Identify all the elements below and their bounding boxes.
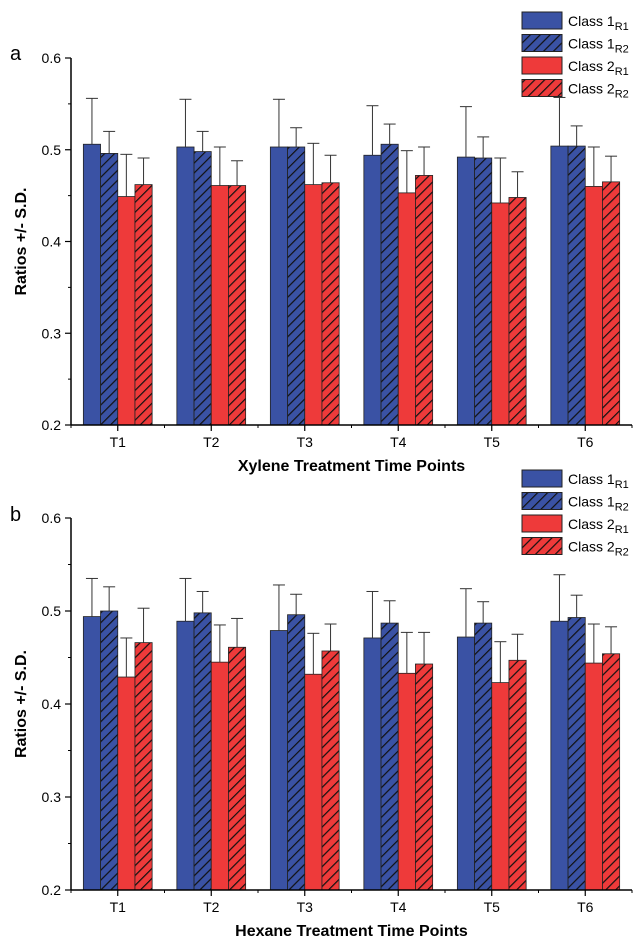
bar bbox=[176, 620, 195, 891]
y-tick-label: 0.3 bbox=[42, 789, 62, 805]
bar bbox=[550, 620, 569, 891]
legend-swatch bbox=[521, 537, 563, 555]
y-axis-label: Ratios +/- S.D. bbox=[13, 187, 30, 295]
x-tick-label: T4 bbox=[390, 434, 407, 450]
bar bbox=[456, 156, 475, 426]
bar bbox=[304, 184, 323, 426]
bar bbox=[100, 610, 119, 891]
bar bbox=[287, 614, 306, 891]
legend-swatch bbox=[521, 11, 563, 30]
legend-swatch bbox=[521, 514, 563, 533]
bar bbox=[210, 185, 229, 426]
bar bbox=[193, 151, 212, 426]
y-tick-label: 0.6 bbox=[42, 50, 62, 66]
bar bbox=[508, 197, 527, 426]
legend-label: Class 1R1 bbox=[568, 471, 629, 491]
bar bbox=[415, 175, 434, 426]
bar bbox=[117, 676, 136, 891]
x-tick-label: T4 bbox=[390, 899, 407, 915]
bar bbox=[228, 185, 247, 426]
bar bbox=[491, 682, 510, 891]
y-tick-label: 0.2 bbox=[42, 417, 62, 433]
legend-swatch bbox=[521, 469, 563, 488]
x-tick-label: T2 bbox=[203, 899, 220, 915]
panel-label: b bbox=[10, 504, 21, 526]
legend-label: Class 1R2 bbox=[568, 36, 629, 56]
panel-label: a bbox=[10, 43, 22, 65]
bar bbox=[474, 622, 493, 891]
bar bbox=[363, 637, 382, 891]
bar bbox=[134, 642, 153, 891]
bar bbox=[456, 636, 475, 891]
bar bbox=[134, 184, 153, 426]
bar bbox=[117, 196, 136, 426]
bar bbox=[228, 646, 247, 891]
bar bbox=[567, 617, 586, 891]
bar bbox=[397, 672, 416, 891]
chart-panel-b: b 0.2 0.3 0.4 0.5 0.6 T1 T2 T3 T4 T5 T6 Hexane Treat… bbox=[10, 469, 633, 940]
legend-swatch bbox=[521, 79, 563, 97]
y-tick-label: 0.6 bbox=[42, 510, 62, 526]
y-tick-label: 0.3 bbox=[42, 325, 62, 341]
legend-swatch bbox=[521, 34, 563, 52]
legend-label: Class 2R1 bbox=[568, 58, 629, 78]
bar bbox=[380, 143, 399, 426]
chart-panel-a: a 0.2 0.3 0.4 0.5 0.6 T1 T2 T3 T4 T5 T6 Xylene Treat… bbox=[10, 11, 633, 475]
bar bbox=[508, 659, 527, 891]
bar bbox=[474, 157, 493, 426]
bar bbox=[397, 192, 416, 426]
bar bbox=[567, 145, 586, 426]
x-tick-label: T5 bbox=[484, 899, 501, 915]
bar bbox=[363, 154, 382, 426]
bar bbox=[380, 622, 399, 891]
legend-swatch bbox=[521, 492, 563, 510]
x-tick-label: T1 bbox=[110, 434, 127, 450]
bar bbox=[82, 616, 101, 891]
bar bbox=[210, 661, 229, 891]
x-tick-label: T6 bbox=[577, 434, 594, 450]
x-axis-label: Hexane Treatment Time Points bbox=[235, 923, 468, 940]
bar bbox=[321, 650, 340, 891]
bar bbox=[491, 202, 510, 426]
x-tick-label: T1 bbox=[110, 899, 127, 915]
legend-label: Class 1R1 bbox=[568, 13, 629, 33]
bar bbox=[415, 663, 434, 891]
legend-swatch bbox=[521, 56, 563, 75]
legend-label: Class 2R1 bbox=[568, 516, 629, 536]
bar bbox=[304, 673, 323, 891]
legend-label: Class 1R2 bbox=[568, 494, 629, 514]
legend-label: Class 2R2 bbox=[568, 539, 629, 559]
x-tick-label: T2 bbox=[203, 434, 220, 450]
bar bbox=[193, 612, 212, 891]
bar bbox=[82, 143, 101, 426]
x-tick-label: T5 bbox=[484, 434, 501, 450]
y-tick-label: 0.5 bbox=[42, 142, 62, 158]
bar bbox=[176, 146, 195, 426]
y-axis-label: Ratios +/- S.D. bbox=[13, 650, 30, 758]
y-tick-label: 0.4 bbox=[42, 234, 62, 250]
y-tick-label: 0.2 bbox=[42, 882, 62, 898]
legend-label: Class 2R2 bbox=[568, 81, 629, 101]
bar bbox=[321, 182, 340, 426]
bar bbox=[602, 181, 621, 426]
bar bbox=[550, 145, 569, 426]
y-tick-label: 0.5 bbox=[42, 603, 62, 619]
bar bbox=[584, 662, 603, 891]
x-tick-label: T3 bbox=[297, 434, 314, 450]
bar bbox=[602, 653, 621, 891]
x-axis-label: Xylene Treatment Time Points bbox=[238, 458, 465, 475]
bar bbox=[269, 630, 288, 891]
bar bbox=[100, 153, 119, 426]
x-tick-label: T3 bbox=[297, 899, 314, 915]
bar bbox=[584, 186, 603, 426]
y-tick-label: 0.4 bbox=[42, 696, 62, 712]
bar bbox=[269, 146, 288, 426]
bar bbox=[287, 146, 306, 426]
x-tick-label: T6 bbox=[577, 899, 594, 915]
